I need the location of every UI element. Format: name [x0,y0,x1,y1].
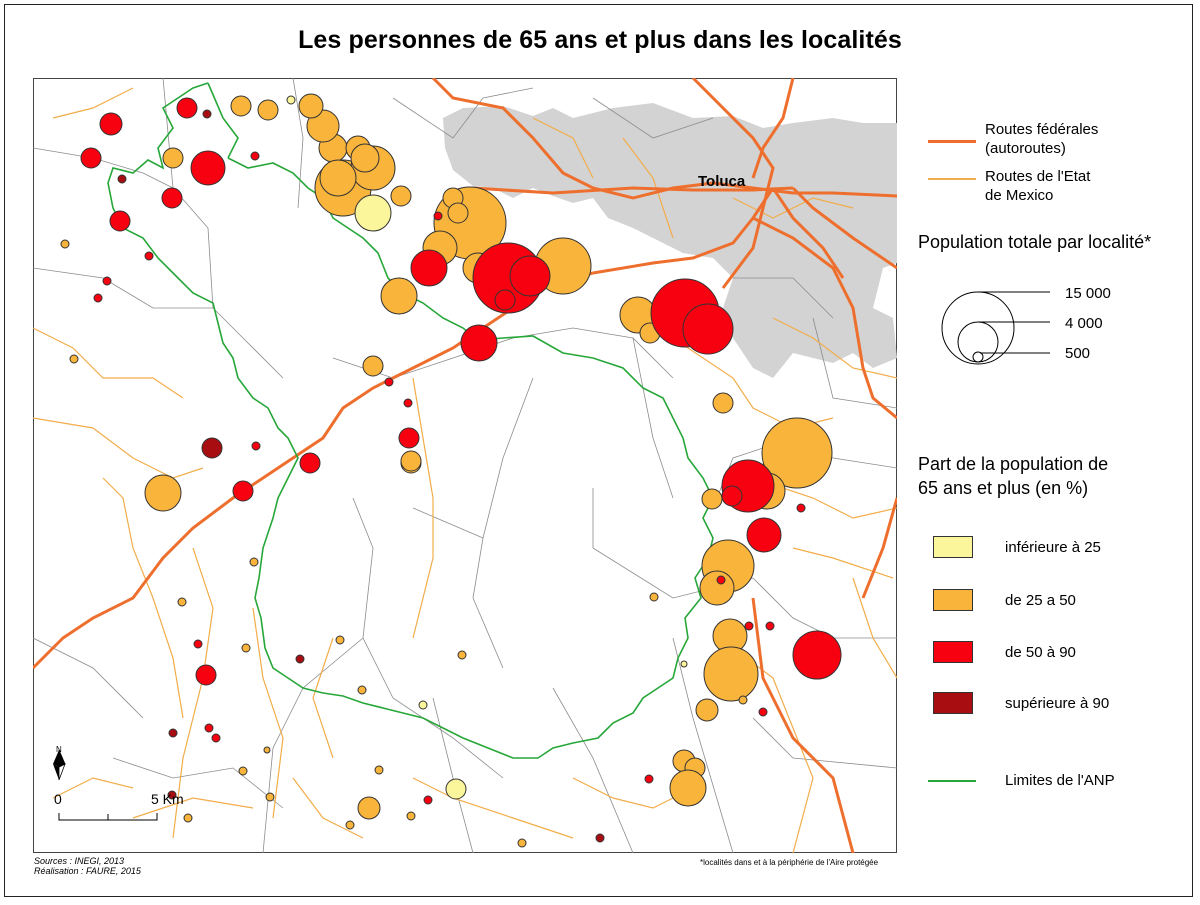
legend-swatch-50-90 [933,641,973,663]
federal-roads [33,78,897,853]
legend-anp-line [928,780,976,782]
legend-state-road-line [928,178,976,180]
locality-circles [60,93,842,848]
scale-start: 0 [54,791,62,807]
city-label-toluca: Toluca [698,173,746,190]
legend-share-title: Part de la population de 65 ans et plus … [918,454,1109,498]
legend-federal-road-label: Routes fédérales (autoroutes) [985,121,1099,157]
circles-yellow [286,95,688,800]
north-label: N [56,745,62,754]
legend-swatch-gt90 [933,692,973,714]
map-area[interactable]: N 0 5 Km Toluca [33,78,897,853]
anp-boundary [207,82,239,159]
sources-line-1: Sources : INEGI, 2013 [34,856,125,866]
legend-population-circles [941,291,1050,365]
legend-pop-500: 500 [1065,345,1091,362]
legend-federal-road-line [928,140,976,143]
anp-boundary [107,82,714,759]
circles-red [80,97,842,686]
map-frame [4,4,1193,897]
circles-orange [144,93,833,820]
circles-red-small [93,151,806,805]
legend-pop-15000: 15 000 [1065,285,1111,302]
sources-line-2: Réalisation : FAURE, 2015 [34,866,141,876]
legend-label-50-90: de 50 à 90 [1005,644,1076,661]
scale-bar [58,813,158,821]
circles-orange-small [60,239,748,848]
footnote: *localités dans et à la périphérie de l'… [700,858,879,867]
legend-label-25-50: de 25 a 50 [1005,592,1076,609]
map-canvas: N 0 5 Km Toluca [33,78,897,853]
legend-anp-label: Limites de l'ANP [1005,772,1115,789]
legend-swatch-lt25 [933,536,973,558]
legend-pop-4000: 4 000 [1065,315,1103,332]
legend-population-title: Population totale par localité* [918,232,1152,252]
map-title: Les personnes de 65 ans et plus dans les… [298,26,902,54]
north-arrow-icon [53,749,66,781]
legend-swatch-25-50 [933,589,973,611]
legend-label-gt90: supérieure à 90 [1005,695,1110,712]
circles-darkred [117,109,605,843]
legend-label-lt25: inférieure à 25 [1005,539,1101,556]
legend-state-road-label: Routes de l'Etat de Mexico [985,168,1091,204]
scale-end: 5 Km [151,791,184,807]
state-roads [33,87,897,853]
